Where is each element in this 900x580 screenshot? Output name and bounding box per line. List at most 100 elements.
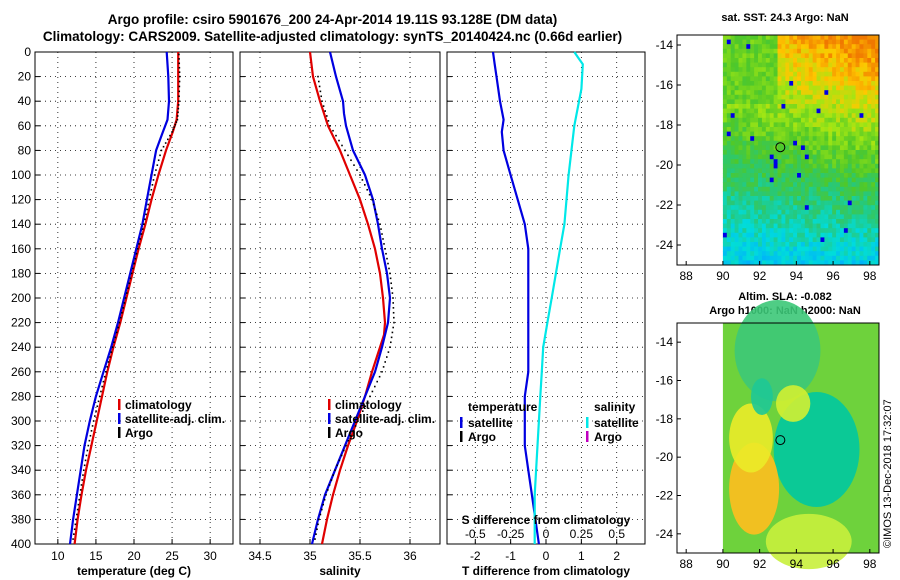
sst-cell <box>824 150 829 155</box>
sst-cell <box>828 108 833 114</box>
sst-cell <box>859 67 864 73</box>
sst-cell <box>828 163 833 169</box>
sst-cell <box>867 173 872 178</box>
sst-cell <box>793 150 798 155</box>
sst-cell <box>746 39 751 45</box>
sst-cell <box>785 90 790 96</box>
sst-cell <box>789 177 794 183</box>
sst-cell <box>863 58 868 63</box>
sst-cell <box>789 223 794 229</box>
sst-cell <box>816 173 821 178</box>
legend-swatch <box>460 431 463 442</box>
title-line-2: Climatology: CARS2009. Satellite-adjuste… <box>42 29 623 44</box>
sst-cell <box>875 53 880 59</box>
sst-cell <box>800 127 806 132</box>
sst-cell <box>824 81 829 86</box>
sst-cell <box>769 136 775 142</box>
sst-cell <box>824 99 829 105</box>
argo-point <box>107 361 110 363</box>
argo-point <box>364 405 366 408</box>
sla-blob <box>734 300 821 402</box>
sst-cell <box>730 122 736 128</box>
sst-cell <box>761 150 767 155</box>
sst-cell <box>726 58 732 63</box>
sst-cell <box>734 53 739 59</box>
sst-cell <box>793 145 798 151</box>
sst-cell <box>851 58 856 63</box>
sst-cell <box>730 177 736 183</box>
sst-cell <box>738 67 743 73</box>
s-diff-axis-label: S difference from climatology <box>462 513 631 527</box>
sst-cell <box>738 94 743 100</box>
sst-cell <box>781 242 786 247</box>
sst-cell <box>820 35 825 40</box>
sst-cell <box>836 122 841 128</box>
sst-cell <box>808 186 814 192</box>
sst-cell <box>722 108 728 114</box>
sst-cell <box>828 131 833 137</box>
sst-cell <box>800 159 806 165</box>
sst-cell <box>754 99 759 105</box>
sst-cell <box>785 71 790 77</box>
sst-cell <box>867 94 872 100</box>
argo-point <box>155 169 157 171</box>
argo-point <box>178 85 181 88</box>
sst-cell <box>816 108 821 114</box>
sst-cell <box>836 140 841 146</box>
sst-cell <box>781 150 786 155</box>
argo-point <box>332 129 334 132</box>
sst-cell <box>765 177 771 183</box>
sst-cell <box>777 99 782 105</box>
sst-cell <box>847 150 853 155</box>
argo-point <box>372 203 375 206</box>
sst-cell <box>797 159 802 165</box>
sst-cell <box>808 159 814 165</box>
sst-cell <box>754 237 759 243</box>
sst-cell <box>824 219 829 224</box>
sst-cell <box>839 85 845 91</box>
sst-cell <box>871 219 876 224</box>
sst-cell <box>785 94 790 100</box>
sst-cell <box>843 182 849 188</box>
sst-cell <box>761 39 767 45</box>
sst-cell <box>839 62 845 68</box>
sst-cell <box>781 39 786 45</box>
sst-cell <box>738 39 743 45</box>
sst-cell <box>738 182 743 188</box>
sst-cell <box>769 53 775 59</box>
sst-cell <box>808 85 814 91</box>
sst-cell <box>875 150 880 155</box>
sst-cell <box>847 85 853 91</box>
sst-cell <box>777 237 782 243</box>
sst-cell <box>722 205 728 211</box>
sst-cell <box>816 214 821 220</box>
map-ytick-label: -22 <box>656 489 674 503</box>
sst-cell <box>851 62 856 68</box>
sst-cell <box>843 71 849 77</box>
sst-cell <box>816 150 821 155</box>
sst-cell <box>828 186 833 192</box>
sst-cell <box>761 108 767 114</box>
sst-cell <box>769 173 775 178</box>
sst-cell <box>785 44 790 50</box>
sst-cell <box>789 232 794 238</box>
sst-cell <box>839 260 845 266</box>
series-satellite-adj-clim- <box>68 51 171 545</box>
sst-cell <box>754 76 759 82</box>
argo-point <box>177 104 180 106</box>
sst-cell <box>808 209 814 215</box>
sst-cell <box>738 177 743 183</box>
sst-cell <box>812 163 817 169</box>
sst-cell <box>867 85 872 91</box>
sst-cell <box>871 136 876 142</box>
sst-cell <box>804 104 810 109</box>
sst-cell <box>742 44 747 50</box>
sst-cell <box>820 173 825 178</box>
argo-point <box>90 430 93 432</box>
sst-cell <box>855 90 860 96</box>
sst-cell <box>765 205 771 211</box>
sst-cell <box>808 219 814 224</box>
argo-point <box>316 528 318 531</box>
sst-cell <box>828 58 833 63</box>
sst-cell <box>828 260 833 266</box>
